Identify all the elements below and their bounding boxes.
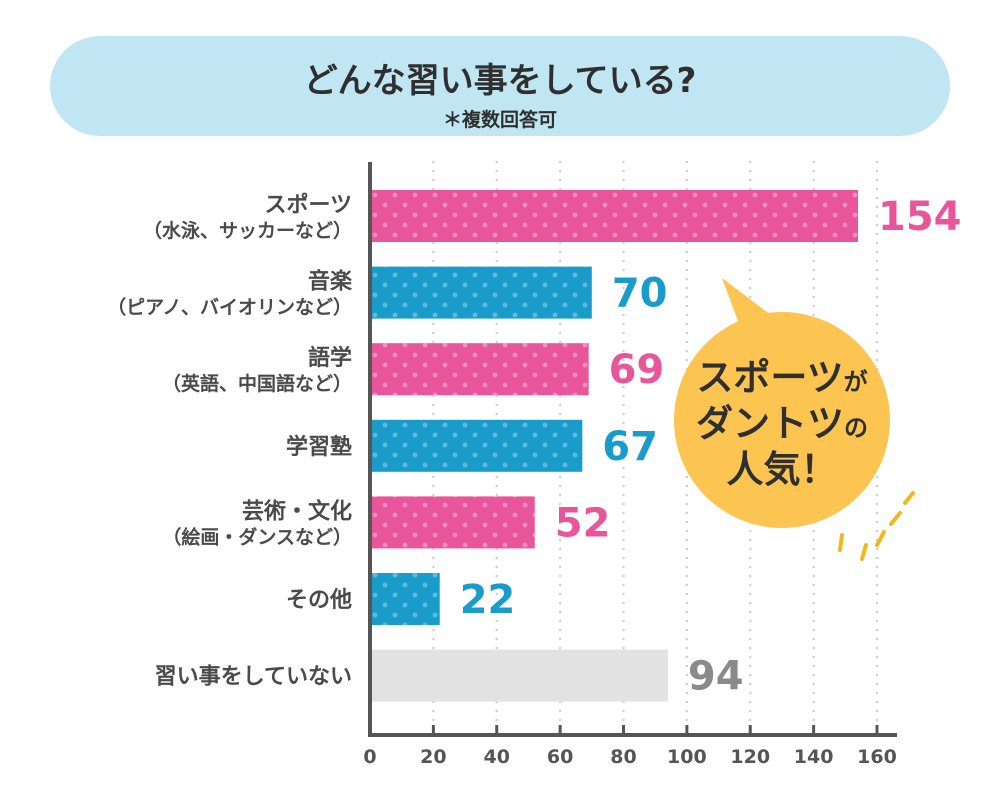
callout-line-2: ダントツの [696, 402, 868, 445]
bar [370, 649, 668, 702]
chart-subtitle: ＊複数回答可 [443, 108, 557, 131]
callout-line-1: スポーツが [696, 356, 867, 399]
x-tick-label: 40 [484, 746, 510, 768]
x-tick-label: 140 [794, 746, 834, 768]
category-label: その他 [286, 588, 352, 613]
x-tick-label: 60 [547, 746, 573, 768]
callout-line-1-suffix: が [844, 368, 868, 396]
bar-pattern [370, 343, 589, 396]
category-label: 習い事をしていない [155, 664, 352, 690]
chart-title: どんな習い事をしている? [304, 61, 697, 101]
category-label: スポーツ [264, 192, 352, 218]
value-label: 70 [612, 271, 668, 317]
bubble-circle [674, 312, 890, 528]
sparkle-ray [875, 530, 886, 547]
x-tick-label: 0 [363, 746, 376, 768]
category-sublabel: （英語、中国語など） [162, 372, 352, 395]
value-label: 52 [555, 500, 611, 546]
value-label: 22 [460, 577, 516, 623]
value-labels: 154 70 69 67 52 22 94 [460, 194, 962, 700]
bar-pattern [370, 190, 858, 242]
sparkle-ray [860, 543, 868, 561]
x-tick-label: 80 [610, 746, 636, 768]
sparkle-ray [903, 491, 915, 505]
category-label: 音楽 [308, 269, 353, 295]
x-tick-label: 120 [730, 746, 770, 768]
bar-pattern [370, 496, 535, 549]
category-sublabel: （ピアノ、バイオリンなど） [107, 296, 352, 319]
category-sublabel: （絵画・ダンスなど） [162, 525, 352, 548]
value-label: 154 [878, 194, 962, 240]
value-label: 69 [609, 347, 665, 393]
callout-line-3: 人気！ [727, 448, 838, 491]
category-label: 芸術・文化 [242, 498, 352, 524]
bars [370, 190, 858, 702]
sparkle-ray [838, 533, 844, 552]
x-axis: 0 20 40 60 80 100 120 140 160 [363, 162, 897, 768]
category-label: 語学 [308, 345, 352, 371]
callout-line-2-main: ダントツ [696, 402, 844, 445]
category-label: 学習塾 [286, 434, 352, 460]
header-banner [50, 36, 950, 136]
sparkle-ray [889, 511, 902, 526]
category-labels: スポーツ（水泳、サッカーなど） 音楽（ピアノ、バイオリンなど） 語学（英語、中国語な… [107, 192, 353, 690]
x-tick-label: 100 [667, 746, 707, 768]
x-tick-label: 20 [420, 746, 446, 768]
value-label: 67 [602, 424, 658, 470]
callout-line-2-suffix: の [844, 414, 868, 442]
category-sublabel: （水泳、サッカーなど） [143, 219, 352, 242]
value-label: 94 [688, 654, 744, 700]
bar-pattern [370, 419, 583, 472]
x-tick-label: 160 [857, 746, 897, 768]
bar-pattern [370, 573, 440, 625]
callout-bubble: スポーツが ダントツの 人気！ [674, 278, 915, 561]
callout-line-1-main: スポーツ [696, 356, 843, 399]
chart-header: どんな習い事をしている? ＊複数回答可 [50, 36, 950, 136]
bubble-rays [838, 491, 915, 561]
bar-pattern [370, 266, 592, 319]
grid-lines [432, 160, 879, 737]
